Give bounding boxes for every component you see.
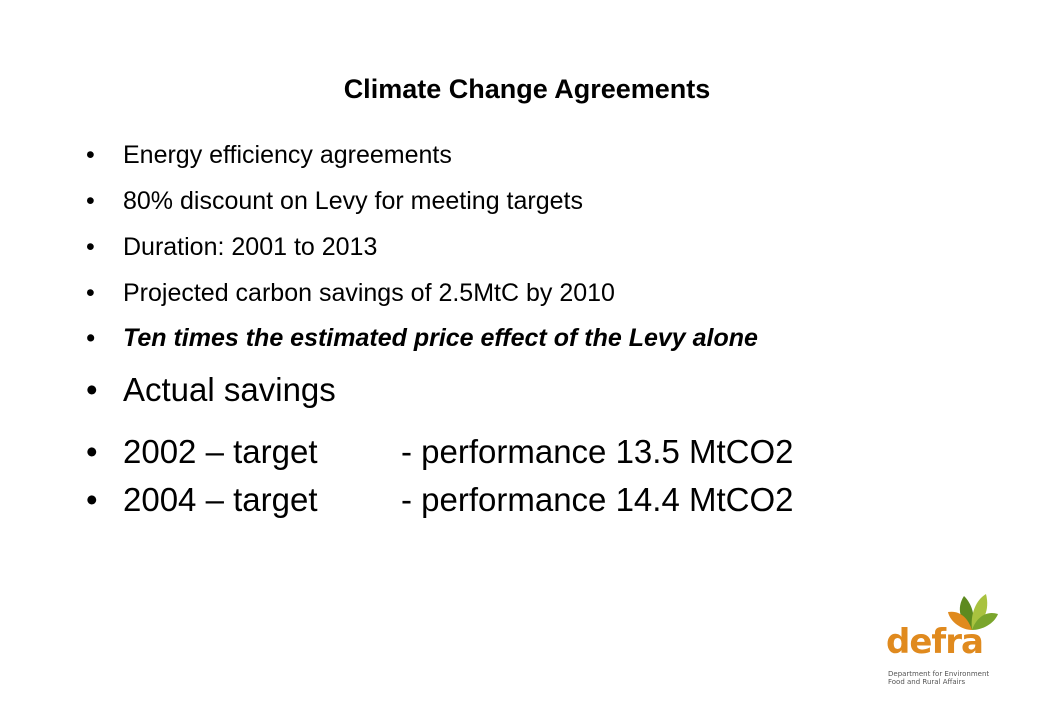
bullet-dot: • <box>86 481 98 518</box>
defra-logo: defra Department for Environment Food an… <box>880 582 1000 692</box>
year-target: 2004 – target <box>123 481 318 518</box>
performance-row: • 2002 – target - performance 13.5 MtCO2 <box>86 432 916 472</box>
bullet-dot: • <box>86 433 98 470</box>
bullet-text: Duration: 2001 to 2013 <box>123 233 378 261</box>
year-target: 2002 – target <box>123 433 318 470</box>
slide-title: Climate Change Agreements <box>343 74 711 104</box>
logo-tagline-line2: Food and Rural Affairs <box>888 678 966 686</box>
logo-tagline-line1: Department for Environment <box>888 670 990 678</box>
performance-value: - performance 13.5 MtCO2 <box>401 433 794 470</box>
bullet-text: Energy efficiency agreements <box>123 141 452 169</box>
bullet-dot: • <box>86 187 95 215</box>
bullet-item: • Duration: 2001 to 2013 <box>86 232 916 262</box>
logo-wordmark: defra <box>886 622 984 662</box>
bullet-dot: • <box>86 324 95 352</box>
bullet-text: Actual savings <box>123 371 336 408</box>
performance-row: • 2004 – target - performance 14.4 MtCO2 <box>86 480 916 520</box>
bullet-list: • Energy efficiency agreements • 80% dis… <box>86 140 916 528</box>
bullet-item: • Energy efficiency agreements <box>86 140 916 170</box>
bullet-dot: • <box>86 141 95 169</box>
bullet-text: Ten times the estimated price effect of … <box>123 324 758 352</box>
leaf-icon <box>948 594 998 630</box>
performance-value: - performance 14.4 MtCO2 <box>401 481 794 518</box>
bullet-dot: • <box>86 233 95 261</box>
bullet-item-heading: • Actual savings <box>86 370 916 410</box>
bullet-dot: • <box>86 279 95 307</box>
bullet-item-emphasis: • Ten times the estimated price effect o… <box>86 324 916 352</box>
bullet-item: • Projected carbon savings of 2.5MtC by … <box>86 278 916 308</box>
bullet-text: Projected carbon savings of 2.5MtC by 20… <box>123 279 615 307</box>
bullet-dot: • <box>86 371 98 408</box>
bullet-text: 80% discount on Levy for meeting targets <box>123 187 583 215</box>
bullet-item: • 80% discount on Levy for meeting targe… <box>86 186 916 216</box>
